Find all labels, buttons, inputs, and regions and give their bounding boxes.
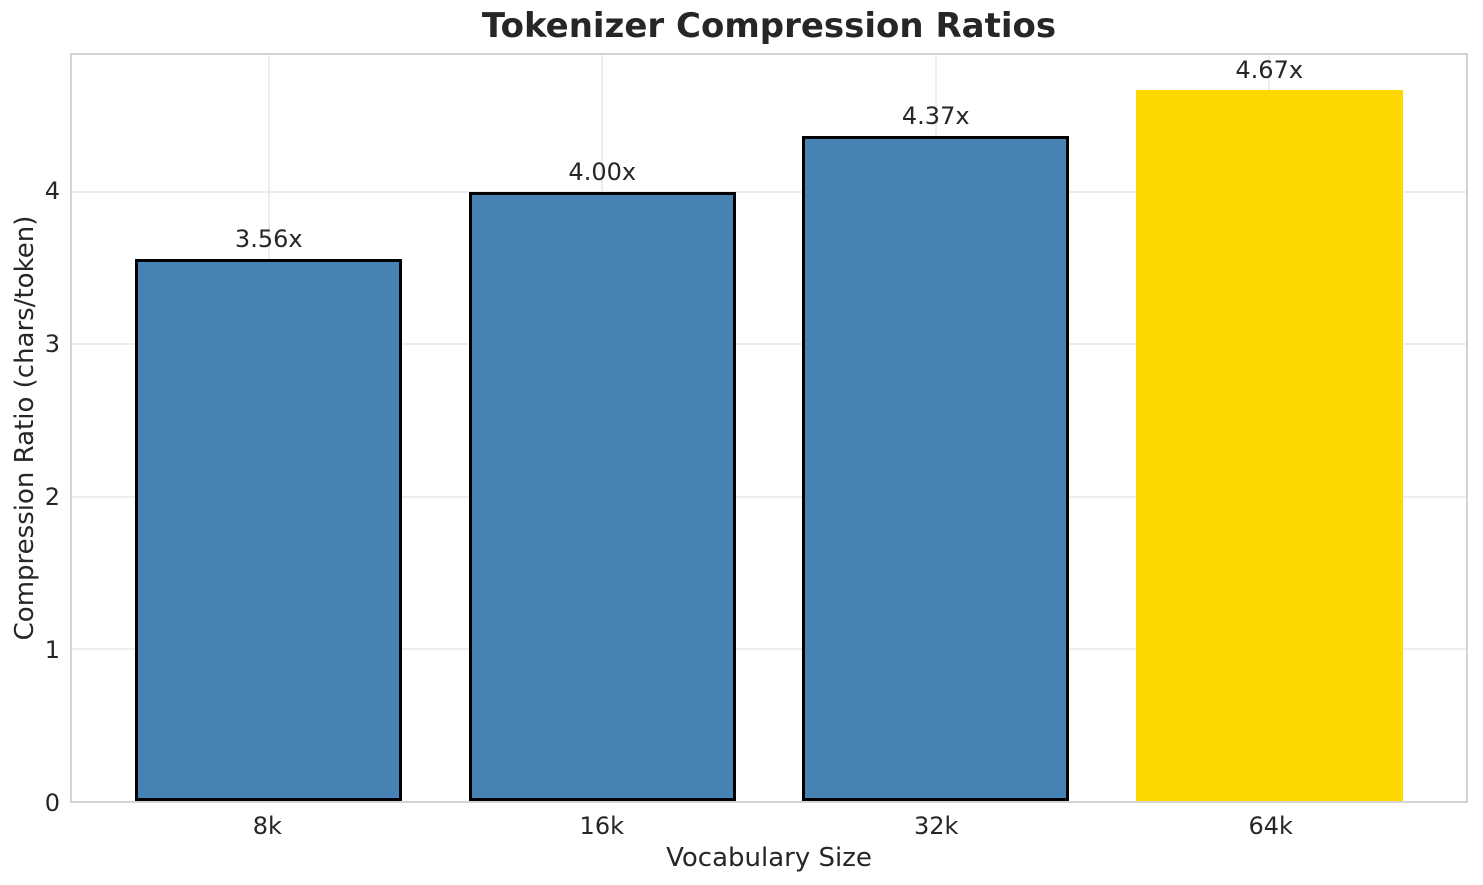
x-tick-label: 32k (914, 812, 959, 840)
bar-32k (802, 135, 1070, 801)
y-axis-label: Compression Ratio (chars/token) (10, 215, 40, 641)
bar-8k (135, 259, 403, 801)
y-gridline (72, 495, 1466, 498)
bar-16k (468, 192, 736, 801)
y-gridline (72, 647, 1466, 650)
x-tick-label: 64k (1248, 812, 1293, 840)
x-tick-label: 8k (252, 812, 282, 840)
bar-value-label: 3.56x (234, 225, 303, 254)
y-gridline (72, 343, 1466, 346)
y-gridline (72, 191, 1466, 194)
x-tick-label: 16k (579, 812, 624, 840)
y-tick-label: 0 (44, 789, 60, 817)
bar-64k (1135, 90, 1403, 801)
y-tick-label: 2 (44, 482, 60, 511)
y-tick-label: 1 (44, 635, 60, 664)
plot-area: 3.56x 4.00x 4.37x 4.67x (70, 53, 1468, 803)
y-tick-label: 4 (44, 176, 60, 205)
bar-value-label: 4.00x (568, 158, 637, 187)
bar-value-label: 4.37x (901, 101, 970, 130)
bar-value-label: 4.67x (1235, 56, 1304, 85)
x-axis-label: Vocabulary Size (666, 843, 872, 873)
y-tick-label: 3 (44, 329, 60, 358)
chart-title: Tokenizer Compression Ratios (481, 6, 1057, 46)
